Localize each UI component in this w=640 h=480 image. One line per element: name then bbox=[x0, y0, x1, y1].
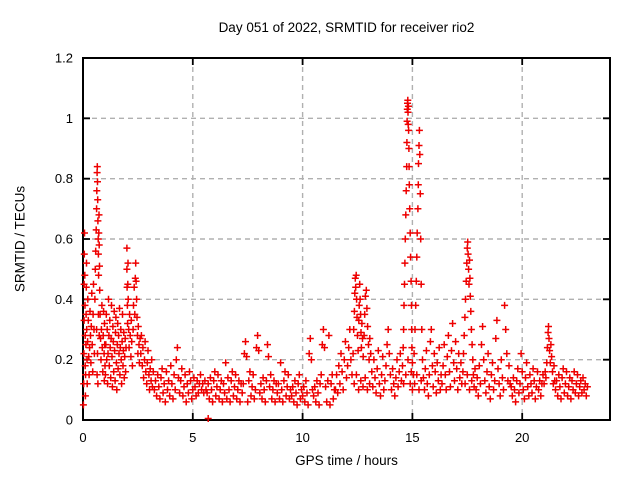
x-tick-label: 10 bbox=[295, 430, 309, 445]
chart-title: Day 051 of 2022, SRMTID for receiver rio… bbox=[218, 20, 475, 35]
y-axis-label: SRMTID / TECUs bbox=[12, 185, 28, 293]
x-tick-label: 0 bbox=[79, 430, 86, 445]
y-tick-label: 0.8 bbox=[55, 171, 73, 186]
x-tick-label: 5 bbox=[189, 430, 196, 445]
y-tick-label: 1 bbox=[66, 111, 73, 126]
x-tick-label: 20 bbox=[515, 430, 529, 445]
y-tick-label: 0 bbox=[66, 413, 73, 428]
x-axis-label: GPS time / hours bbox=[295, 453, 398, 468]
y-tick-label: 0.4 bbox=[55, 292, 73, 307]
y-tick-label: 1.2 bbox=[55, 51, 73, 66]
x-tick-label: 15 bbox=[405, 430, 419, 445]
plot-border bbox=[82, 57, 611, 421]
y-tick-label: 0.2 bbox=[55, 352, 73, 367]
data-points bbox=[79, 96, 591, 422]
y-tick-label: 0.6 bbox=[55, 232, 73, 247]
